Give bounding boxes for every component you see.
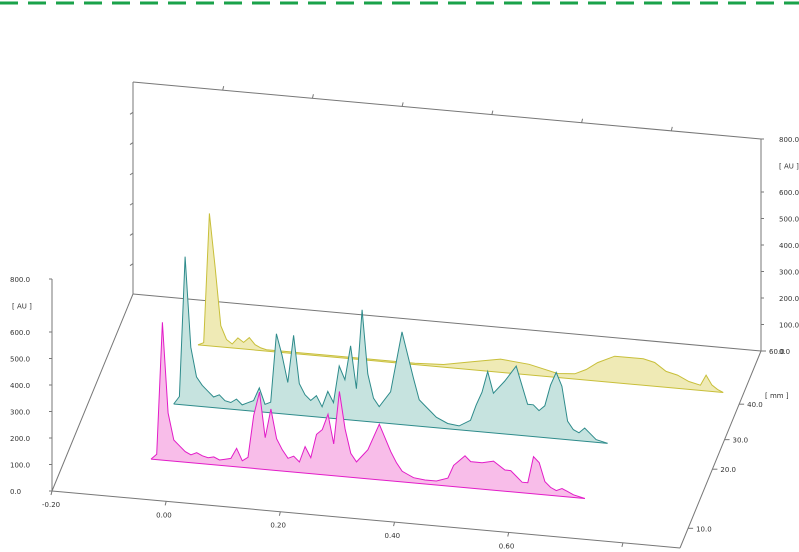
y-left-tick-label: 0.0 [10,488,21,496]
back-top-tick [311,94,314,99]
y-left-tick-label: 500.0 [10,356,30,364]
series-back-baseline [197,344,724,394]
y-right-tick-label: 500.0 [779,216,799,224]
axes-group [49,81,766,549]
z-tick-label: 20.0 [720,466,736,474]
y-right-tick-label: 0.0 [779,348,790,356]
x-axis [51,490,681,549]
x-tick-label: -0.20 [42,501,60,509]
series-front-area [150,322,585,499]
x-tick-label: 0.20 [270,522,286,530]
series-mid [173,256,608,444]
back-left-tick [129,111,134,115]
y-right-tick-label: 800.0 [779,136,799,144]
z-tick-label: 60.0 [769,348,785,356]
x-tick-label: 0.40 [385,532,401,540]
y-right-unit-label: [ AU ] [779,163,799,171]
back-top-tick [491,110,494,115]
back-left-tick [129,233,134,236]
y-right-tick-label: 400.0 [779,242,799,250]
back-top-tick [222,86,225,91]
series-mid-area [173,256,608,444]
x-tick-label: 0.00 [156,511,172,519]
y-right-tick-label: 100.0 [779,322,799,330]
series-back-line [197,213,724,393]
x-tick [507,532,510,537]
y-left-unit-label: [ AU ] [12,303,32,311]
z-axis [679,350,762,549]
z-unit-label: [ mm ] [765,392,789,400]
y-left-tick-label: 300.0 [10,409,30,417]
series-front [150,322,586,499]
y-left-tick-label: 600.0 [10,329,30,337]
floor-left-edge [51,293,134,492]
back-top-tick [581,118,584,123]
x-tick [278,511,281,516]
z-tick-label: 10.0 [696,525,712,533]
y-right-tick-label: 300.0 [779,269,799,277]
x-tick [393,521,396,527]
x-tick [50,490,53,496]
x-tick-label: 0.60 [499,542,515,550]
back-top-tick [670,126,673,131]
z-tick-label: 30.0 [733,437,749,445]
back-left-tick [129,172,134,176]
series-group [150,213,724,499]
back-floor-edge [132,293,762,352]
y-right-tick-label: 600.0 [779,189,799,197]
back-left-tick [129,142,134,145]
x-tick [621,542,624,547]
back-top-tick [401,102,404,107]
series-mid-line [173,256,608,444]
back-left-tick [129,263,134,267]
y-left-tick-label: 200.0 [10,435,30,443]
x-tick [164,501,167,506]
back-left-tick [129,202,134,206]
series-front-line [150,322,586,499]
z-tick-label: 40.0 [747,401,763,409]
back-top-edge [132,81,762,140]
y-left-tick-label: 100.0 [10,462,30,470]
axis-labels-group: 0.0 100.0 200.0 300.0 400.0 500.0 600.0 800.0 [ … [10,136,799,550]
y-left-tick-label: 800.0 [10,276,30,284]
series-back-area [197,213,724,393]
series-mid-baseline [173,403,608,444]
top-dashed-border [0,1,799,5]
y-left-tick-label: 400.0 [10,382,30,390]
series-back [197,213,724,394]
y-right-tick-label: 200.0 [779,295,799,303]
series-front-baseline [150,458,585,499]
